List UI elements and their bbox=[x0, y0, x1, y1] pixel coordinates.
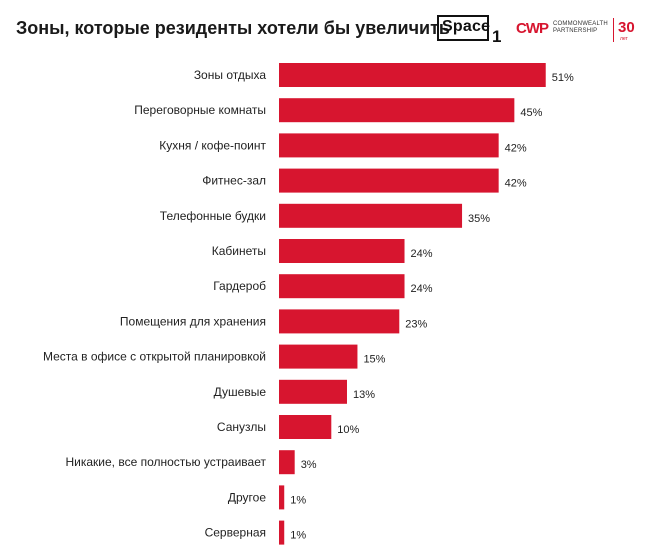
space-logo-text: Space bbox=[442, 18, 491, 35]
bar bbox=[279, 344, 358, 369]
category-label: Санузлы bbox=[217, 420, 266, 434]
cwp-logo-mark: CWP bbox=[516, 20, 549, 37]
category-label: Телефонные будки bbox=[160, 209, 266, 223]
value-label: 24% bbox=[411, 248, 433, 260]
value-label: 10% bbox=[337, 424, 359, 436]
value-label: 1% bbox=[290, 530, 306, 542]
value-label: 15% bbox=[363, 354, 385, 366]
space-logo-box bbox=[437, 15, 489, 41]
bar bbox=[279, 450, 295, 475]
bar bbox=[279, 239, 405, 263]
bar bbox=[279, 415, 332, 439]
value-label: 1% bbox=[290, 494, 306, 506]
value-label: 24% bbox=[411, 283, 433, 295]
value-label: 42% bbox=[505, 142, 527, 154]
space-logo: Space 1 bbox=[437, 15, 502, 46]
bar bbox=[279, 379, 347, 404]
value-label: 3% bbox=[301, 459, 317, 471]
category-label: Кухня / кофе-поинт bbox=[159, 138, 266, 152]
cwp-logo-divider bbox=[613, 18, 614, 42]
cwp-logo: CWP COMMONWEALTH PARTNERSHIP 30 лет bbox=[516, 18, 638, 44]
category-label: Гардероб bbox=[213, 279, 266, 293]
category-label: Места в офисе с открытой планировкой bbox=[43, 350, 266, 364]
cwp-logo-years-sub: лет bbox=[620, 36, 628, 42]
value-label: 51% bbox=[552, 72, 574, 84]
value-label: 42% bbox=[505, 178, 527, 190]
space-logo-digit: 1 bbox=[492, 27, 502, 46]
bar bbox=[279, 133, 499, 158]
bar bbox=[279, 63, 546, 87]
cwp-logo-name-line2: PARTNERSHIP bbox=[553, 28, 598, 34]
category-label: Другое bbox=[228, 490, 266, 504]
bar bbox=[279, 520, 285, 545]
bar bbox=[279, 485, 285, 510]
value-label: 35% bbox=[468, 213, 490, 225]
category-label: Фитнес-зал bbox=[202, 174, 266, 188]
category-label: Помещения для хранения bbox=[120, 314, 266, 328]
category-label: Душевые bbox=[214, 385, 267, 399]
category-label: Никакие, все полностью устраивает bbox=[66, 455, 267, 469]
value-label: 23% bbox=[405, 318, 427, 330]
value-label: 13% bbox=[353, 389, 375, 401]
bar bbox=[279, 98, 515, 123]
category-label: Серверная bbox=[205, 526, 266, 540]
category-label: Зоны отдыха bbox=[194, 68, 267, 82]
bar bbox=[279, 168, 499, 193]
category-label: Переговорные комнаты bbox=[134, 103, 266, 117]
bar bbox=[279, 203, 463, 228]
bar bbox=[279, 309, 400, 334]
bar bbox=[279, 274, 405, 299]
cwp-logo-name-line1: COMMONWEALTH bbox=[553, 21, 608, 27]
category-label: Кабинеты bbox=[212, 244, 266, 258]
cwp-logo-name: COMMONWEALTH PARTNERSHIP bbox=[553, 21, 608, 35]
cwp-logo-years: 30 bbox=[618, 19, 635, 36]
chart-title: Зоны, которые резиденты хотели бы увелич… bbox=[16, 18, 450, 38]
value-label: 45% bbox=[520, 107, 542, 119]
